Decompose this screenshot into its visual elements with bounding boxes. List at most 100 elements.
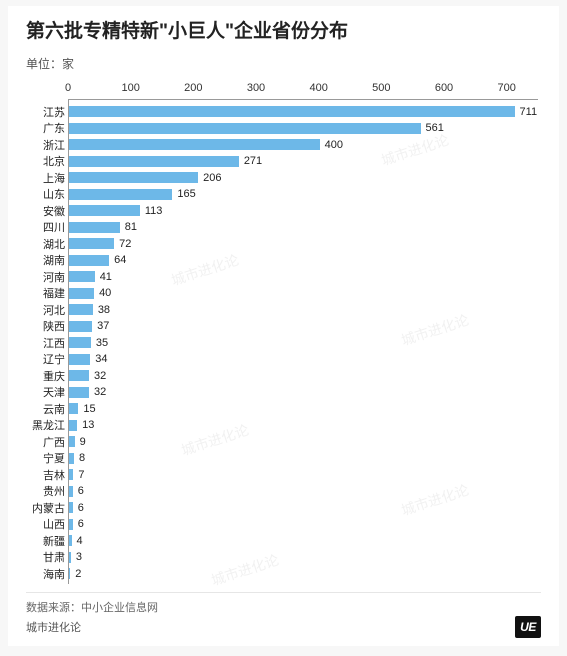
bar-value-label: 81 [120,221,137,233]
bar-row: 宁夏8 [69,450,538,467]
bar-value-label: 4 [72,535,83,547]
bar-row: 新疆4 [69,533,538,550]
bar-category-label: 江苏 [43,104,69,120]
bar-value-label: 206 [198,172,221,184]
x-axis-tick: 500 [372,82,390,94]
bar-value-label: 15 [78,403,95,415]
x-axis-tick: 700 [497,82,515,94]
bar-category-label: 湖北 [43,236,69,252]
bar [69,271,95,282]
bar-row: 上海206 [69,170,538,187]
bar-row: 河南41 [69,269,538,286]
bar-row: 内蒙古6 [69,500,538,517]
x-axis-tick: 600 [435,82,453,94]
x-axis-tick: 100 [121,82,139,94]
bar-category-label: 吉林 [43,467,69,483]
bar-category-label: 黑龙江 [32,417,69,433]
bar-category-label: 浙江 [43,137,69,153]
bar-value-label: 7 [73,469,84,481]
bar [69,222,120,233]
bar [69,337,91,348]
bar-category-label: 上海 [43,170,69,186]
unit-label: 单位：家 [26,55,541,72]
bar [69,189,172,200]
bar-category-label: 辽宁 [43,351,69,367]
bar [69,288,94,299]
bar-category-label: 河南 [43,269,69,285]
x-axis-tick: 0 [65,82,71,94]
plot-area: 江苏711广东561浙江400北京271上海206山东165安徽113四川81湖… [68,100,538,585]
bar-row: 浙江400 [69,137,538,154]
bar-category-label: 安徽 [43,203,69,219]
bar-category-label: 湖南 [43,252,69,268]
bar-row: 福建40 [69,285,538,302]
bar-row: 湖北72 [69,236,538,253]
bar-value-label: 400 [320,139,343,151]
bar-value-label: 38 [93,304,110,316]
bar-value-label: 37 [92,320,109,332]
chart-title: 第六批专精特新"小巨人"企业省份分布 [26,20,541,45]
bar-row: 山东165 [69,186,538,203]
bar [69,106,515,117]
source-label: 数据来源：中小企业信息网 [26,592,541,615]
bar-value-label: 2 [70,568,81,580]
bar-category-label: 陕西 [43,318,69,334]
bar-category-label: 新疆 [43,533,69,549]
bar-row: 甘肃3 [69,549,538,566]
x-axis-tick: 200 [184,82,202,94]
x-axis-tick: 300 [247,82,265,94]
bar-row: 重庆32 [69,368,538,385]
bar-category-label: 福建 [43,285,69,301]
bar-value-label: 35 [91,337,108,349]
bar-category-label: 宁夏 [43,450,69,466]
bar-row: 安徽113 [69,203,538,220]
bar-value-label: 6 [73,502,84,514]
bar-value-label: 711 [515,106,538,118]
bar-row: 四川81 [69,219,538,236]
bar [69,123,421,134]
bar-category-label: 山西 [43,516,69,532]
bar-row: 云南15 [69,401,538,418]
bar-value-label: 40 [94,287,111,299]
bar [69,387,89,398]
footer: 城市进化论 UE [26,616,541,638]
bar [69,420,77,431]
bar-category-label: 广东 [43,120,69,136]
bar [69,304,93,315]
brand-label: 城市进化论 [26,619,81,635]
chart-area: 0100200300400500600700 江苏711广东561浙江400北京… [68,82,538,585]
bar-row: 山西6 [69,516,538,533]
bar [69,403,78,414]
bar [69,205,140,216]
bar-value-label: 6 [73,518,84,530]
bar-value-label: 34 [90,353,107,365]
bar-value-label: 32 [89,370,106,382]
bar-row: 北京271 [69,153,538,170]
bar [69,255,109,266]
bar-category-label: 河北 [43,302,69,318]
bar-value-label: 32 [89,386,106,398]
bar-row: 陕西37 [69,318,538,335]
bar [69,354,90,365]
bar [69,238,114,249]
bar-category-label: 海南 [43,566,69,582]
bar-value-label: 41 [95,271,112,283]
bar-category-label: 北京 [43,153,69,169]
bar-value-label: 6 [73,485,84,497]
bar-value-label: 8 [74,452,85,464]
bar-category-label: 贵州 [43,483,69,499]
brand-logo: UE [515,616,541,638]
bar-category-label: 甘肃 [43,549,69,565]
bar-row: 贵州6 [69,483,538,500]
bar-category-label: 重庆 [43,368,69,384]
bar-category-label: 江西 [43,335,69,351]
bar-value-label: 72 [114,238,131,250]
x-axis-tick: 400 [309,82,327,94]
bar-row: 黑龙江13 [69,417,538,434]
bar [69,156,239,167]
bar [69,139,320,150]
bar-category-label: 广西 [43,434,69,450]
bar-row: 江苏711 [69,104,538,121]
bar-row: 海南2 [69,566,538,583]
bar-category-label: 内蒙古 [32,500,69,516]
